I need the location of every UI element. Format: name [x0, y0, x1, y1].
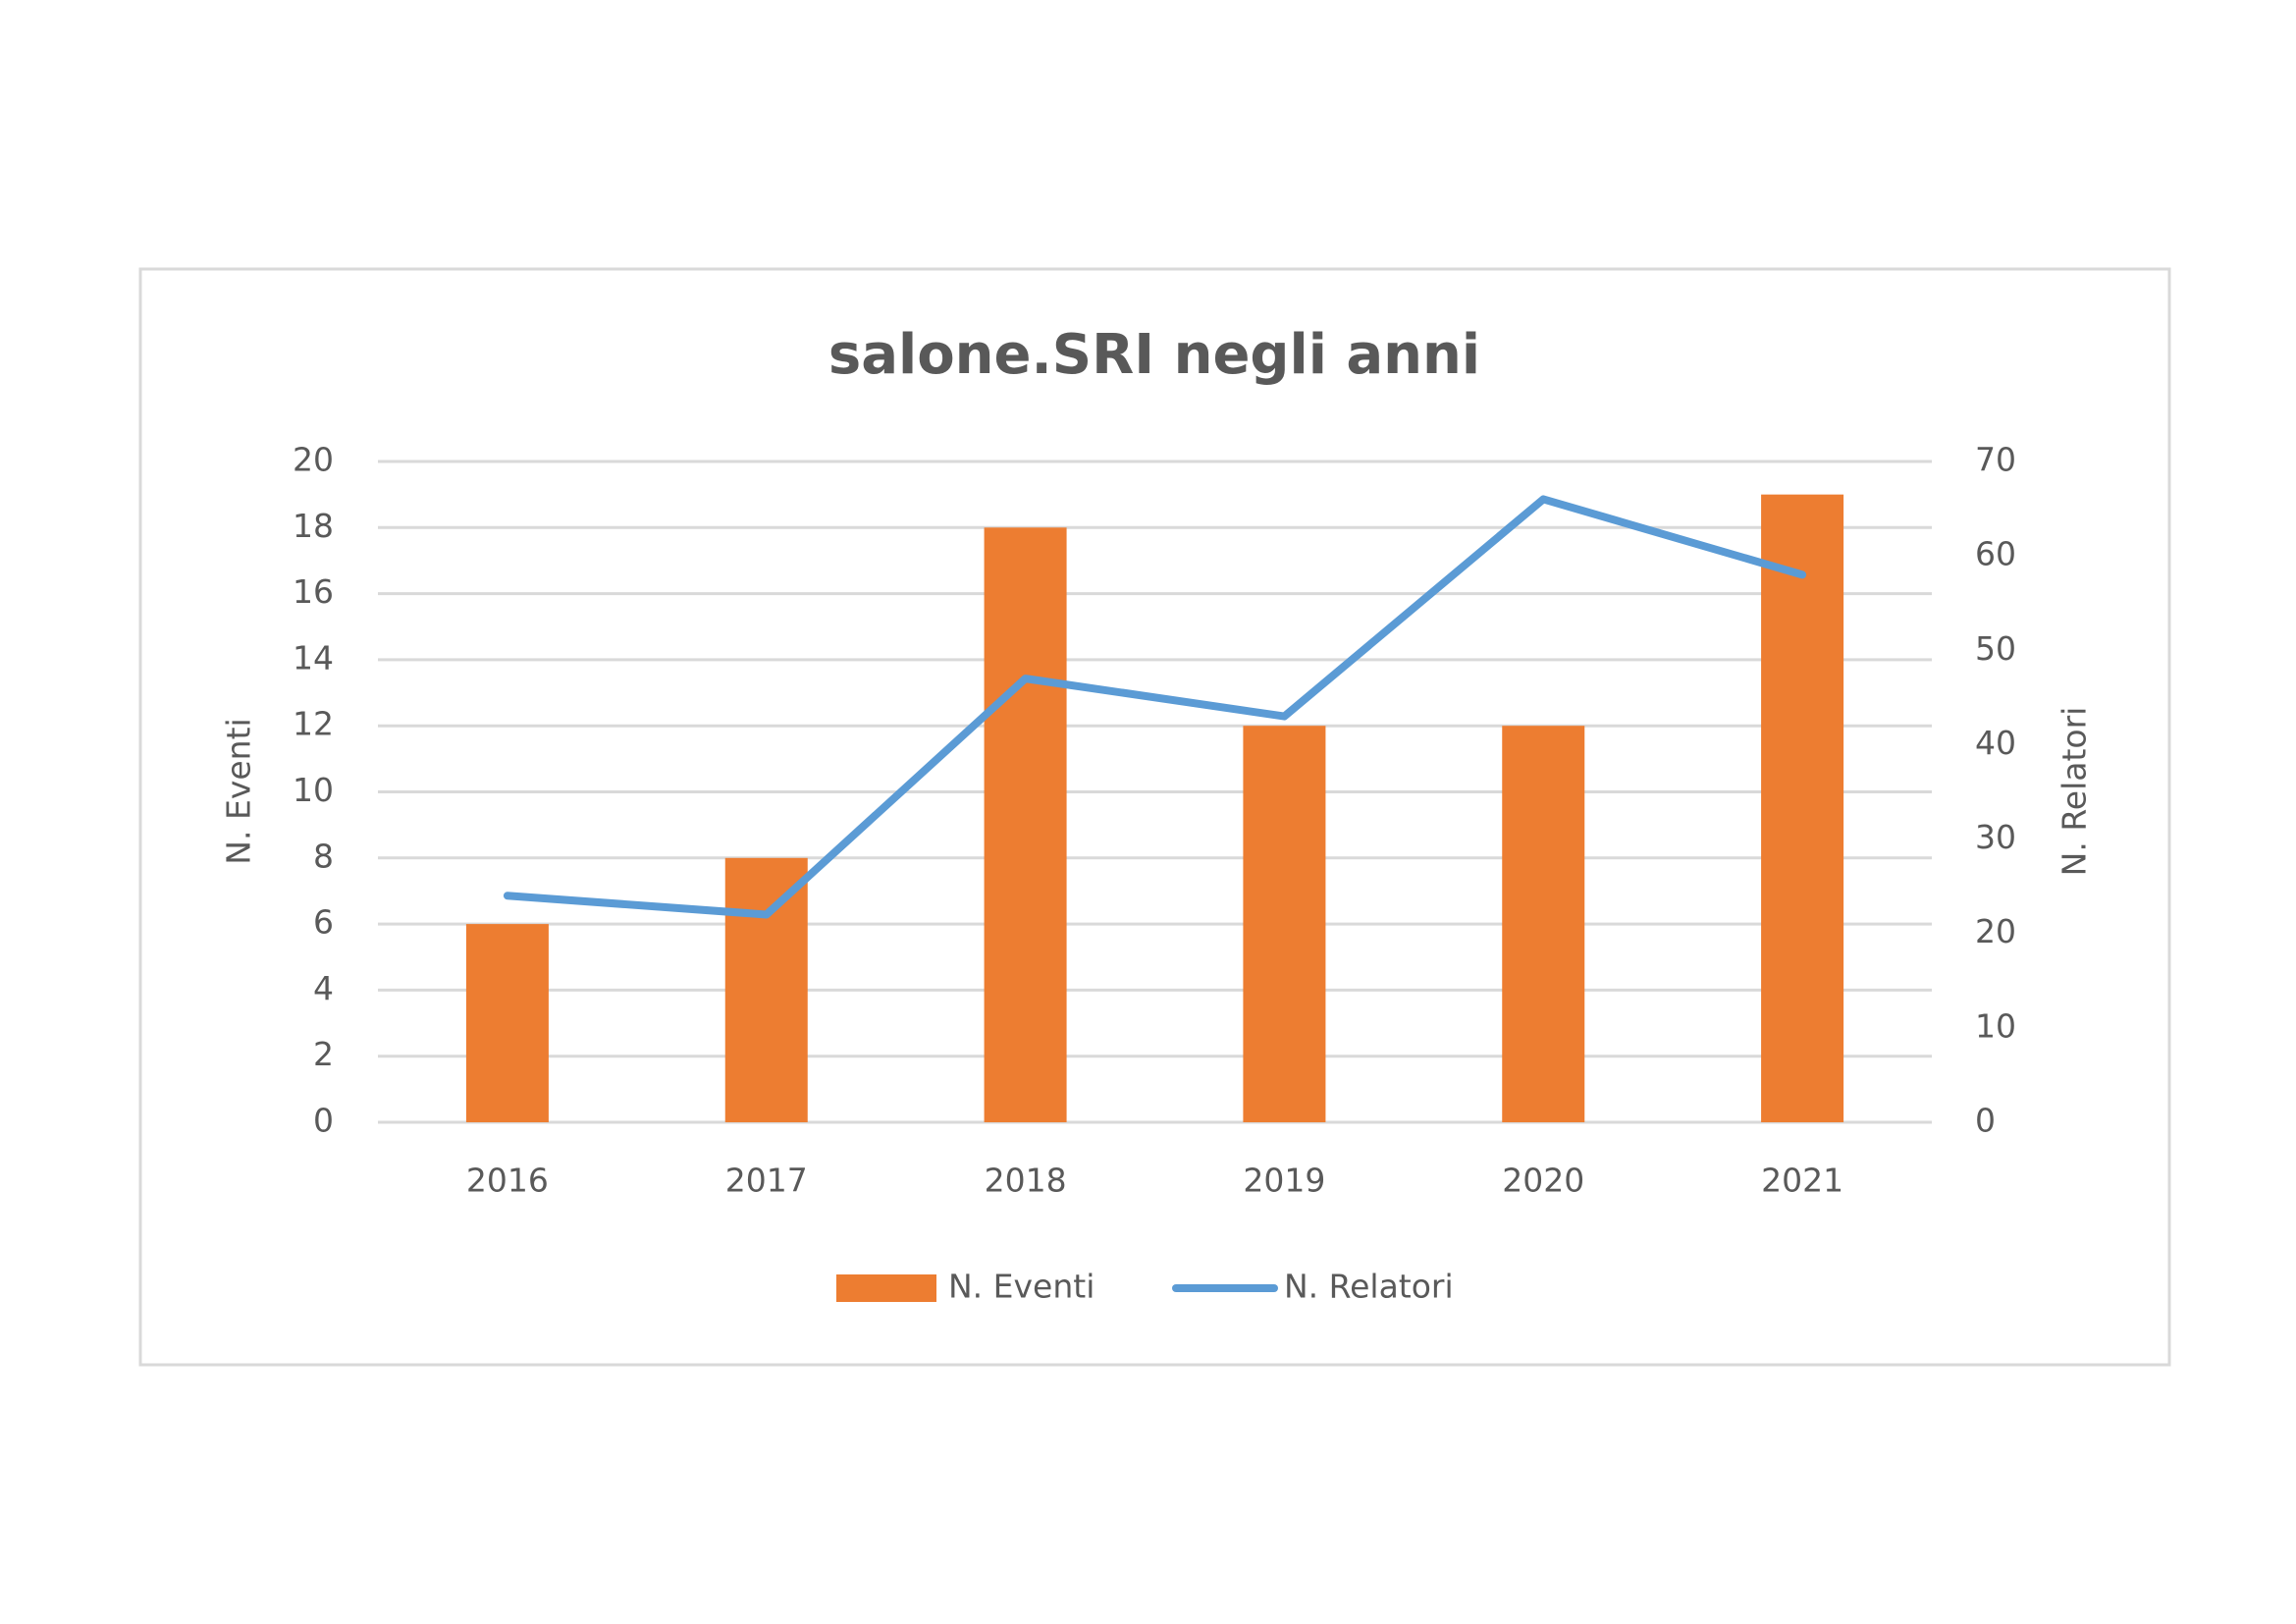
y2-tick-label: 70	[1975, 441, 2016, 479]
x-tick-label: 2019	[1243, 1162, 1325, 1200]
bar	[724, 857, 808, 1122]
chart-frame	[138, 267, 2171, 1367]
y2-tick-label: 50	[1975, 629, 2016, 668]
y-tick-label: 18	[293, 507, 334, 545]
y2-tick-label: 10	[1975, 1006, 2016, 1045]
y2-axis-label: N. Relatori	[2056, 707, 2094, 877]
y-tick-label: 10	[293, 771, 334, 809]
y-tick-label: 8	[313, 837, 334, 875]
x-tick-label: 2018	[985, 1162, 1067, 1200]
legend-label: N. Eventi	[948, 1268, 1095, 1306]
y-tick-label: 6	[313, 903, 334, 942]
legend-label: N. Relatori	[1284, 1268, 1454, 1306]
y2-tick-label: 40	[1975, 724, 2016, 762]
y2-tick-label: 0	[1975, 1102, 1996, 1140]
y-tick-label: 4	[313, 969, 334, 1007]
y-tick-label: 0	[313, 1102, 334, 1140]
x-tick-label: 2021	[1761, 1162, 1843, 1200]
chart-title: salone.SRI negli anni	[828, 323, 1480, 387]
y-tick-label: 2	[313, 1035, 334, 1073]
bar	[465, 924, 549, 1122]
y-tick-label: 14	[293, 638, 334, 677]
x-tick-label: 2020	[1502, 1162, 1584, 1200]
x-tick-label: 2016	[466, 1162, 549, 1200]
bar	[1761, 494, 1844, 1122]
bar	[984, 527, 1067, 1122]
legend-swatch	[836, 1274, 936, 1302]
bar	[1243, 726, 1326, 1122]
y2-tick-label: 30	[1975, 818, 2016, 856]
y2-tick-label: 20	[1975, 912, 2016, 950]
y-axis-label: N. Eventi	[220, 718, 258, 864]
y2-tick-label: 60	[1975, 535, 2016, 573]
x-tick-label: 2017	[725, 1162, 808, 1200]
y-tick-label: 12	[293, 705, 334, 743]
line	[503, 495, 1807, 919]
y-tick-label: 16	[293, 572, 334, 611]
bar	[1502, 726, 1585, 1122]
y-tick-label: 20	[293, 441, 334, 479]
